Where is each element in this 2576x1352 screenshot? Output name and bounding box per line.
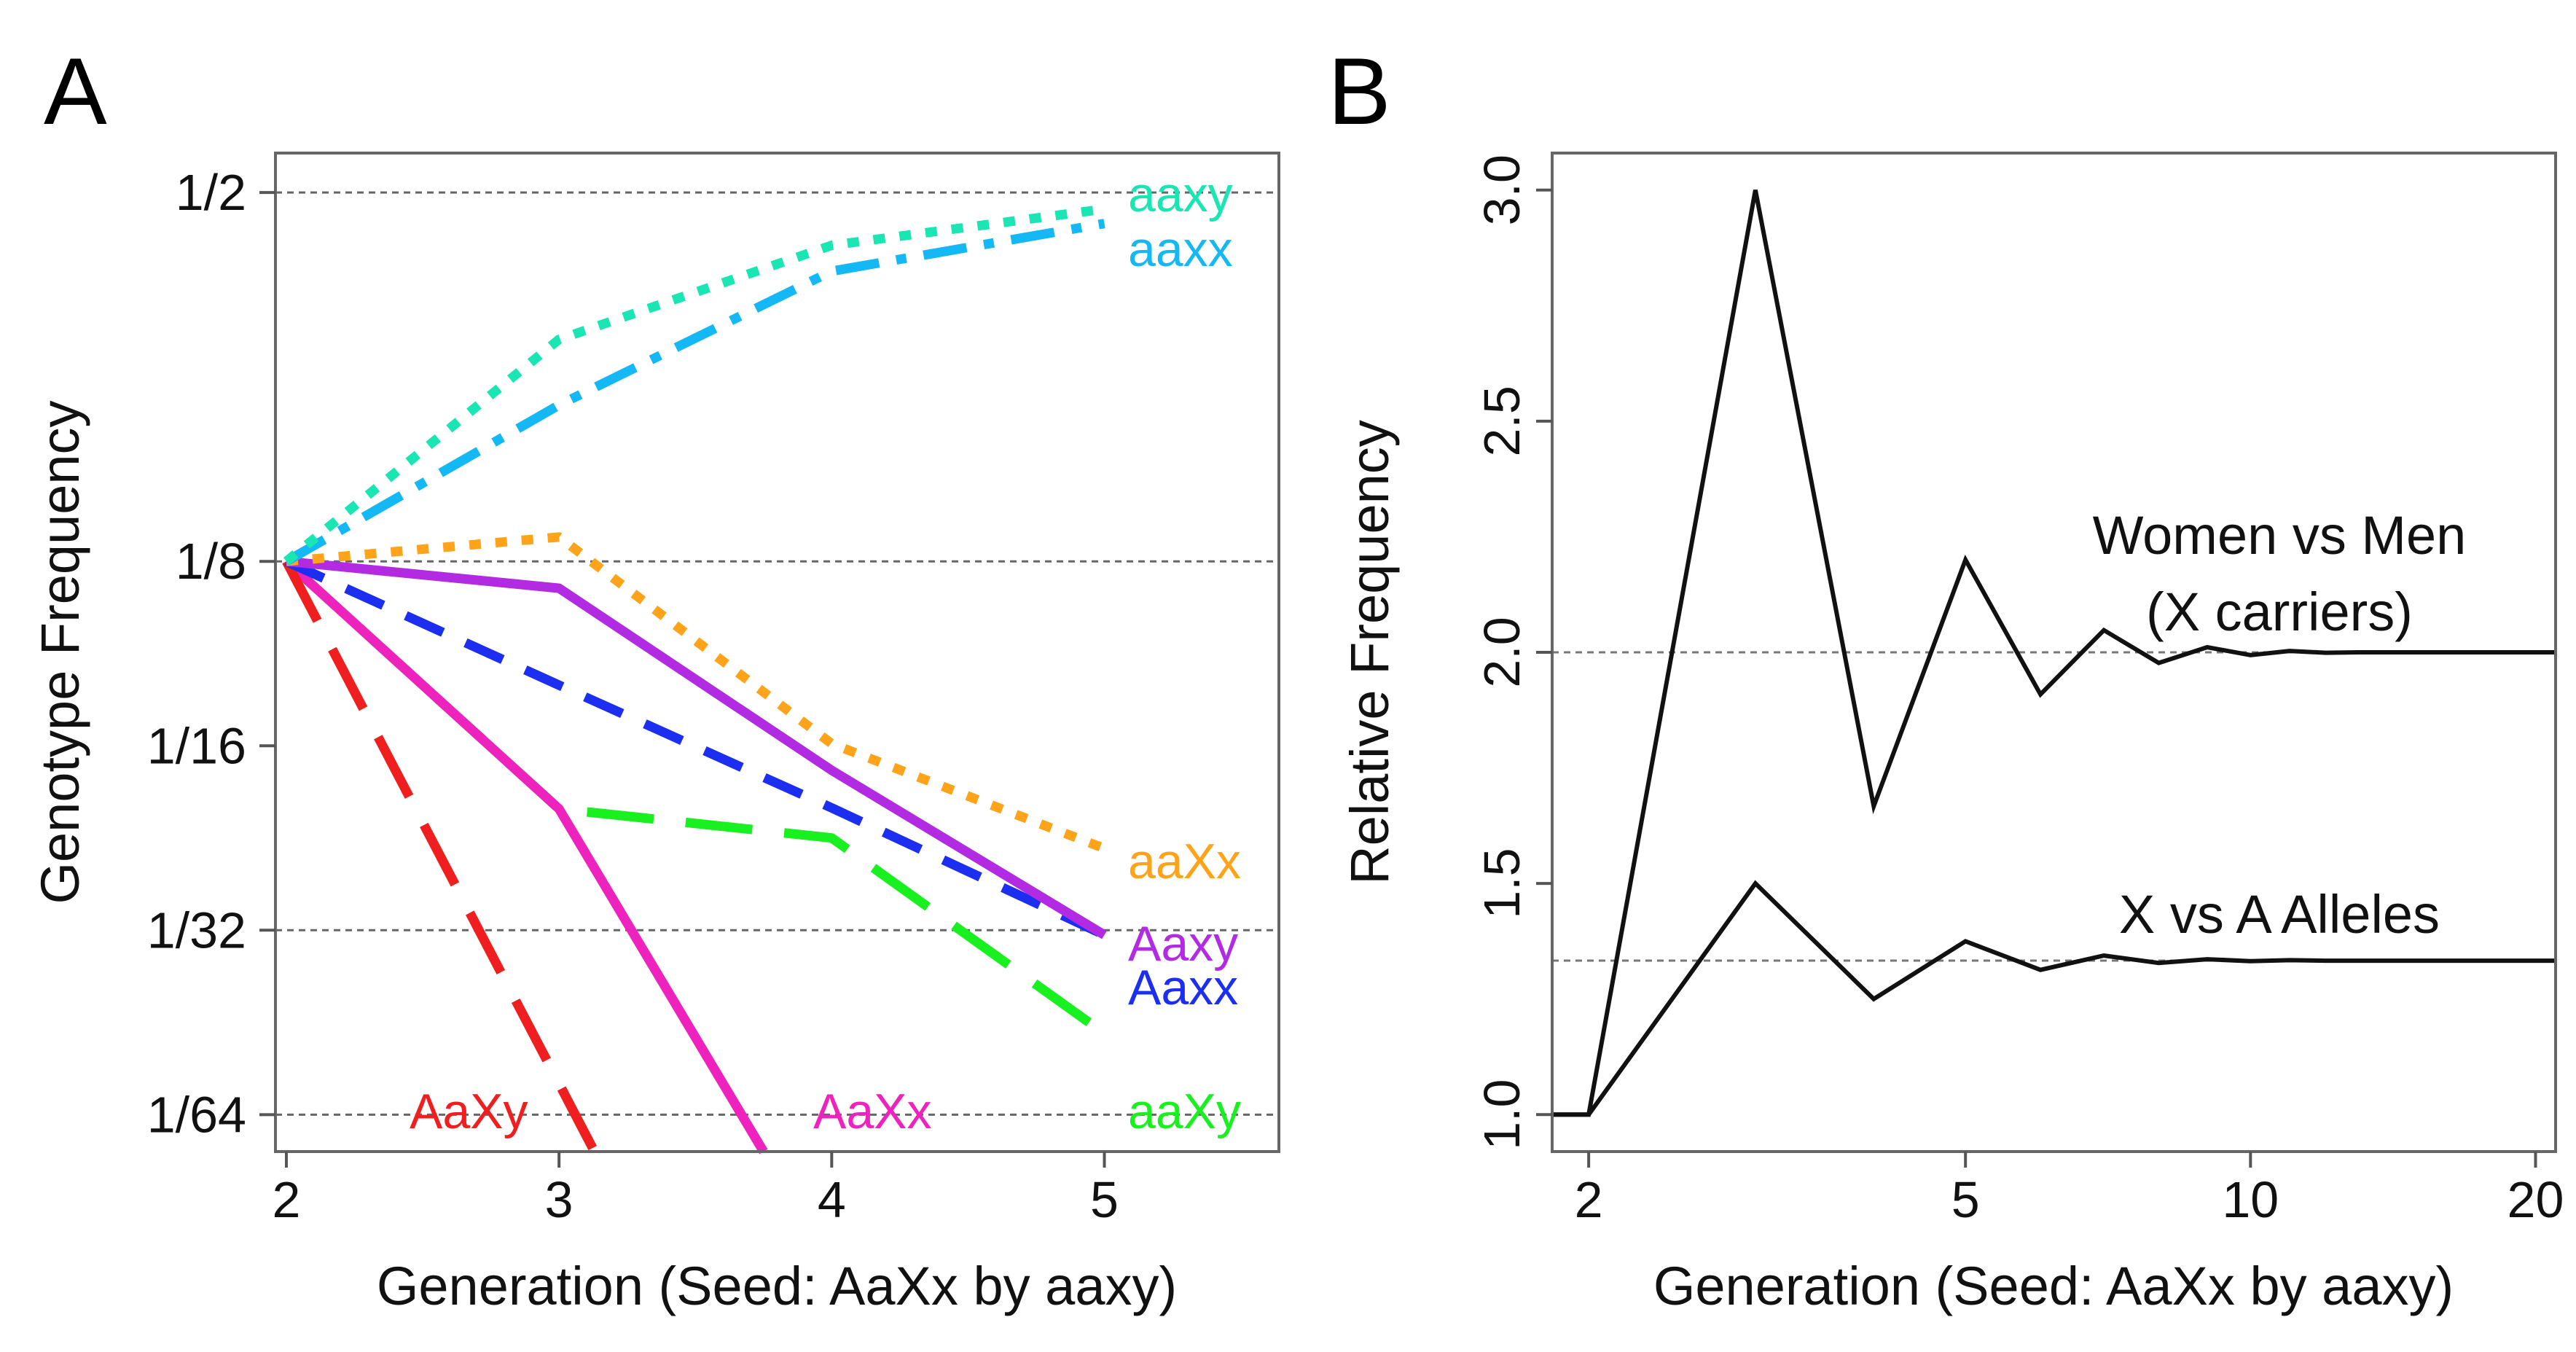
y-tick-label: 1/64 bbox=[147, 1086, 246, 1143]
x-tick-label: 5 bbox=[1090, 1171, 1119, 1228]
series-label-aaXy: aaXy bbox=[1128, 1084, 1241, 1139]
series-line-Aaxy bbox=[286, 556, 1107, 939]
x-tick-label: 5 bbox=[1951, 1171, 1980, 1228]
panel-a-reference-lines bbox=[275, 191, 1279, 1116]
panel-b-y-axis-title: Relative Frequency bbox=[1339, 420, 1400, 885]
y-tick-label: 1/16 bbox=[147, 717, 246, 774]
series-line-aaXx bbox=[286, 532, 1106, 853]
series-line-aaXy bbox=[283, 558, 1108, 1038]
series-line-aaxy bbox=[283, 204, 1105, 566]
panel-a-label: A bbox=[44, 38, 107, 144]
series-line-AaXy bbox=[282, 559, 599, 1154]
series-line-aaxx bbox=[283, 219, 1105, 566]
panel-b-series bbox=[1552, 189, 2556, 1117]
series-label-AaXx: AaXx bbox=[813, 1084, 932, 1139]
x-tick-label: 10 bbox=[2222, 1171, 2279, 1228]
series-label-aaXx: aaXx bbox=[1128, 834, 1241, 889]
y-tick-label: 2.0 bbox=[1473, 617, 1530, 687]
y-tick-label: 3.0 bbox=[1473, 155, 1530, 225]
panel-b-label: B bbox=[1328, 38, 1391, 144]
series-line-AaXx bbox=[283, 558, 768, 1154]
x-tick-label: 2 bbox=[1575, 1171, 1603, 1228]
x-tick-label: 3 bbox=[545, 1171, 573, 1228]
series-label-Aaxx: Aaxx bbox=[1128, 960, 1238, 1015]
panel-a-y-axis-title: Genotype Frequency bbox=[30, 400, 90, 904]
y-tick-label: 1/8 bbox=[176, 533, 246, 590]
x-tick-label: 4 bbox=[818, 1171, 846, 1228]
y-tick-label: 1/2 bbox=[176, 164, 246, 221]
series-label-Aaxy: Aaxy bbox=[1128, 916, 1238, 972]
panel-a-x-axis-title: Generation (Seed: AaXx by aaxy) bbox=[377, 1256, 1177, 1316]
panel-a-series bbox=[282, 204, 1108, 1154]
series-label-aaxx: aaxx bbox=[1128, 222, 1233, 277]
series-line-0 bbox=[1552, 189, 2556, 1117]
panel-a-y-axis: 1/2 1/8 1/16 1/32 1/64 bbox=[147, 164, 275, 1143]
panel-b-x-axis: 2 5 10 20 bbox=[1575, 1152, 2564, 1228]
panel-a-plot-frame bbox=[274, 152, 1280, 1153]
series-label-line: (X carriers) bbox=[2146, 582, 2413, 642]
series-label-line: X vs A Alleles bbox=[2119, 884, 2440, 945]
series-label-aaxy: aaxy bbox=[1128, 167, 1233, 222]
series-line-1 bbox=[1552, 880, 2556, 1117]
series-label-line: Women vs Men bbox=[2093, 505, 2467, 566]
y-tick-label: 1/32 bbox=[147, 902, 246, 958]
y-tick-label: 1.5 bbox=[1473, 848, 1530, 918]
series-label-AaXy: AaXy bbox=[410, 1084, 528, 1139]
x-tick-label: 20 bbox=[2508, 1171, 2564, 1228]
panel-b-x-axis-title: Generation (Seed: AaXx by aaxy) bbox=[1653, 1256, 2454, 1316]
y-tick-label: 2.5 bbox=[1473, 386, 1530, 456]
panel-b: B 2 5 10 20 1.0 1.5 2.0 2.5 3.0 Women vs Men (X … bbox=[1328, 38, 2564, 1316]
panel-b-reference-lines bbox=[1552, 651, 2556, 962]
series-line-Aaxx bbox=[284, 557, 1107, 939]
panel-b-y-axis: 1.0 1.5 2.0 2.5 3.0 bbox=[1473, 155, 1552, 1150]
panel-a-x-axis: 2 3 4 5 bbox=[272, 1152, 1119, 1228]
x-tick-label: 2 bbox=[272, 1171, 300, 1228]
panel-b-series-labels: Women vs Men (X carriers) X vs A Alleles bbox=[2093, 505, 2467, 945]
y-tick-label: 1.0 bbox=[1473, 1079, 1530, 1150]
